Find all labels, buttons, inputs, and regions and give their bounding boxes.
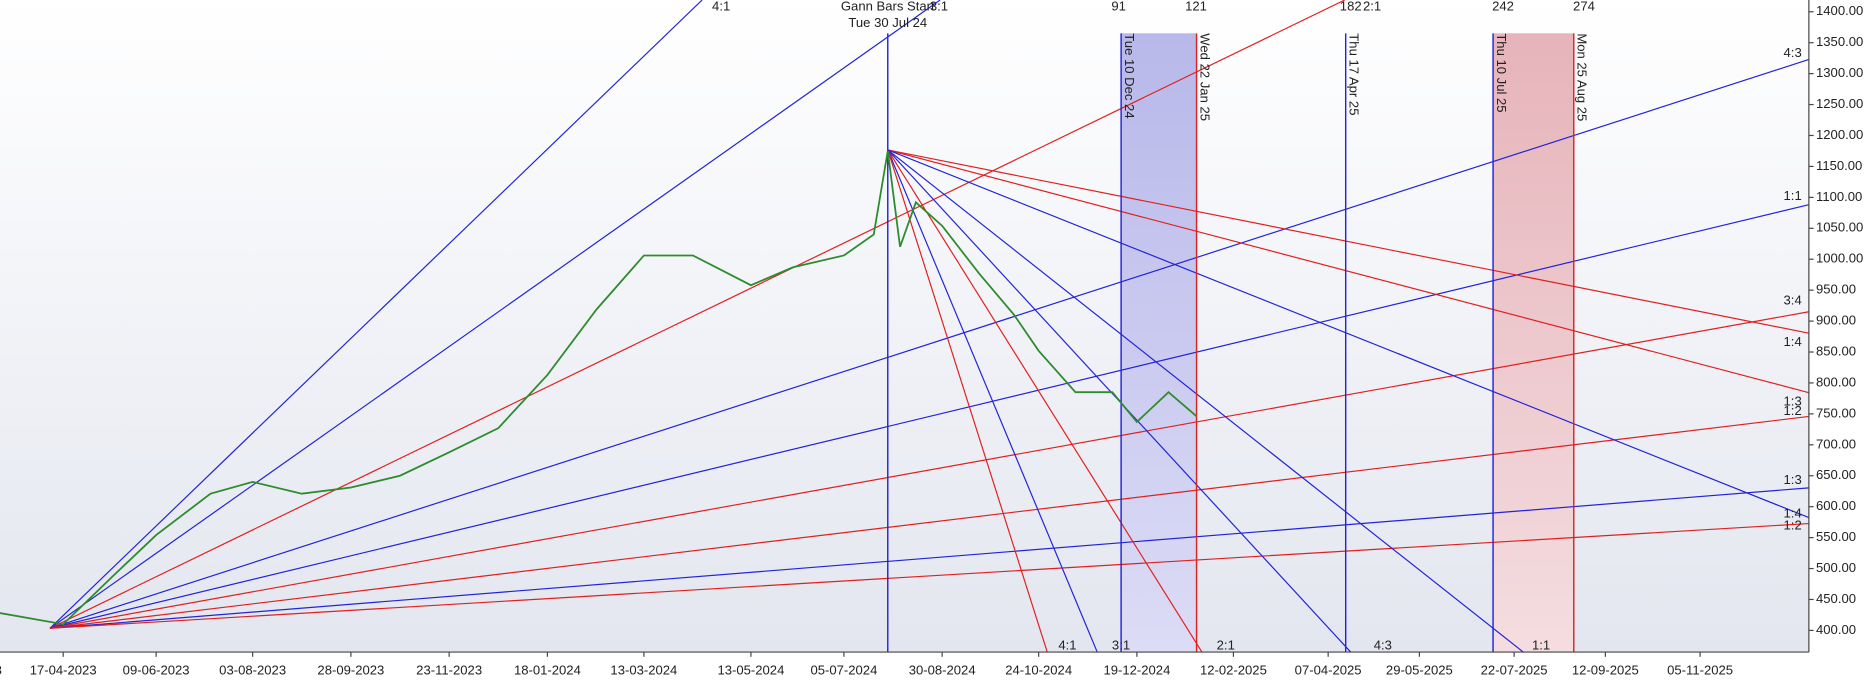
x-tick-label: 12-02-2025 <box>1200 663 1267 678</box>
y-tick-label: 1250.00 <box>1816 96 1863 111</box>
gann-label: 121 <box>1185 0 1207 14</box>
x-tick-label: 17-04-2023 <box>30 663 97 678</box>
x-tick-label: 05-07-2024 <box>810 663 877 678</box>
gann-fan-line <box>887 149 1810 519</box>
y-tick-label: 1200.00 <box>1816 127 1863 142</box>
time-line-label: Wed 22 Jan 25 <box>1197 33 1212 121</box>
gann-fan-line <box>887 149 1048 653</box>
price-line <box>0 150 1198 626</box>
gann-fan-line <box>49 0 1346 629</box>
gann-label: 2:1 <box>1217 638 1235 653</box>
time-line-label: Thu 10 Jul 25 <box>1494 33 1509 112</box>
gann-fan-line <box>49 58 1810 629</box>
y-tick-label: 1400.00 <box>1816 3 1863 18</box>
gann-fan-line <box>49 415 1809 629</box>
x-tick-label: 30-08-2024 <box>909 663 976 678</box>
gann-fan-line <box>887 149 1524 653</box>
x-tick-label: 28-09-2023 <box>317 663 384 678</box>
y-tick-label: 600.00 <box>1816 498 1856 513</box>
gann-fan-line <box>887 149 1098 653</box>
y-tick-label: 400.00 <box>1816 622 1856 637</box>
time-line-label: Tue 30 Jul 24 <box>848 15 927 30</box>
x-tick-label: 29-05-2025 <box>1386 663 1453 678</box>
gann-label: 1:3 <box>1784 394 1802 409</box>
gann-fan-line <box>49 0 703 629</box>
x-tick-label: 19-12-2024 <box>1103 663 1170 678</box>
gann-fan-line <box>49 0 941 629</box>
gann-label: 1:4 <box>1784 334 1802 349</box>
gann-fan-line <box>49 522 1809 629</box>
time-line-label: Tue 10 Dec 24 <box>1122 33 1137 118</box>
x-tick-label: 05-11-2025 <box>1667 663 1733 678</box>
x-tick-label: 23-11-2023 <box>416 663 482 678</box>
time-band <box>1121 33 1197 653</box>
x-tick-label: 07-04-2025 <box>1295 663 1362 678</box>
x-tick-label: 24-10-2024 <box>1005 663 1072 678</box>
gann-label: 1:2 <box>1784 403 1802 418</box>
y-tick-label: 450.00 <box>1816 591 1856 606</box>
y-tick-label: 750.00 <box>1816 405 1856 420</box>
gann-label: 3:1 <box>1112 638 1130 653</box>
gann-fan-line <box>887 149 1203 653</box>
y-tick-label: 1050.00 <box>1816 220 1863 235</box>
x-tick-label: 22-07-2025 <box>1481 663 1548 678</box>
y-tick-label: 1000.00 <box>1816 251 1863 266</box>
x-tick-label: 18-01-2024 <box>514 663 581 678</box>
gann-fan-line <box>887 149 1810 394</box>
x-tick-label: 23 <box>0 663 2 678</box>
y-tick-label: 1300.00 <box>1816 65 1863 80</box>
gann-label: 2:1 <box>1363 0 1381 14</box>
gann-label: 1:4 <box>1784 505 1802 520</box>
x-tick-label: 03-08-2023 <box>219 663 286 678</box>
gann-label: 4:3 <box>1374 638 1392 653</box>
x-tick-label: 13-03-2024 <box>610 663 677 678</box>
gann-label: 91 <box>1111 0 1126 14</box>
y-tick-label: 1150.00 <box>1816 158 1862 173</box>
y-tick-label: 650.00 <box>1816 467 1856 482</box>
y-tick-label: 700.00 <box>1816 436 1856 451</box>
y-tick-label: 500.00 <box>1816 560 1856 575</box>
gann-label: 3:1 <box>930 0 948 14</box>
time-line-label: Thu 17 Apr 25 <box>1346 33 1361 115</box>
x-tick-label: 12-09-2025 <box>1572 663 1639 678</box>
y-tick-label: 850.00 <box>1816 343 1856 358</box>
y-tick-label: 800.00 <box>1816 374 1856 389</box>
gann-label: 1:1 <box>1532 638 1550 653</box>
x-tick-label: 09-06-2023 <box>123 663 190 678</box>
gann-label: 4:3 <box>1784 45 1802 60</box>
y-tick-label: 1100.00 <box>1816 189 1862 204</box>
time-band <box>1493 33 1574 653</box>
y-tick-label: 900.00 <box>1816 313 1856 328</box>
gann-fan-line <box>49 311 1809 629</box>
gann-label: 182 <box>1340 0 1362 14</box>
gann-label: 1:2 <box>1784 517 1802 532</box>
gann-label: 1:3 <box>1784 472 1802 487</box>
y-tick-label: 1350.00 <box>1816 34 1863 49</box>
x-tick-label: 13-05-2024 <box>717 663 784 678</box>
gann-label: 274 <box>1573 0 1595 14</box>
gann-label: 4:1 <box>712 0 730 14</box>
y-tick-label: 550.00 <box>1816 529 1856 544</box>
gann-label: 4:1 <box>1058 638 1076 653</box>
gann-label: 3:4 <box>1784 292 1802 307</box>
gann-label: Gann Bars Start <box>841 0 935 14</box>
gann-fan-line <box>49 487 1809 629</box>
time-line-label: Mon 25 Aug 25 <box>1574 33 1589 121</box>
gann-label: 242 <box>1492 0 1514 14</box>
y-tick-label: 950.00 <box>1816 282 1856 297</box>
gann-label: 1:1 <box>1784 188 1802 203</box>
gann-fan-line <box>887 149 1809 334</box>
